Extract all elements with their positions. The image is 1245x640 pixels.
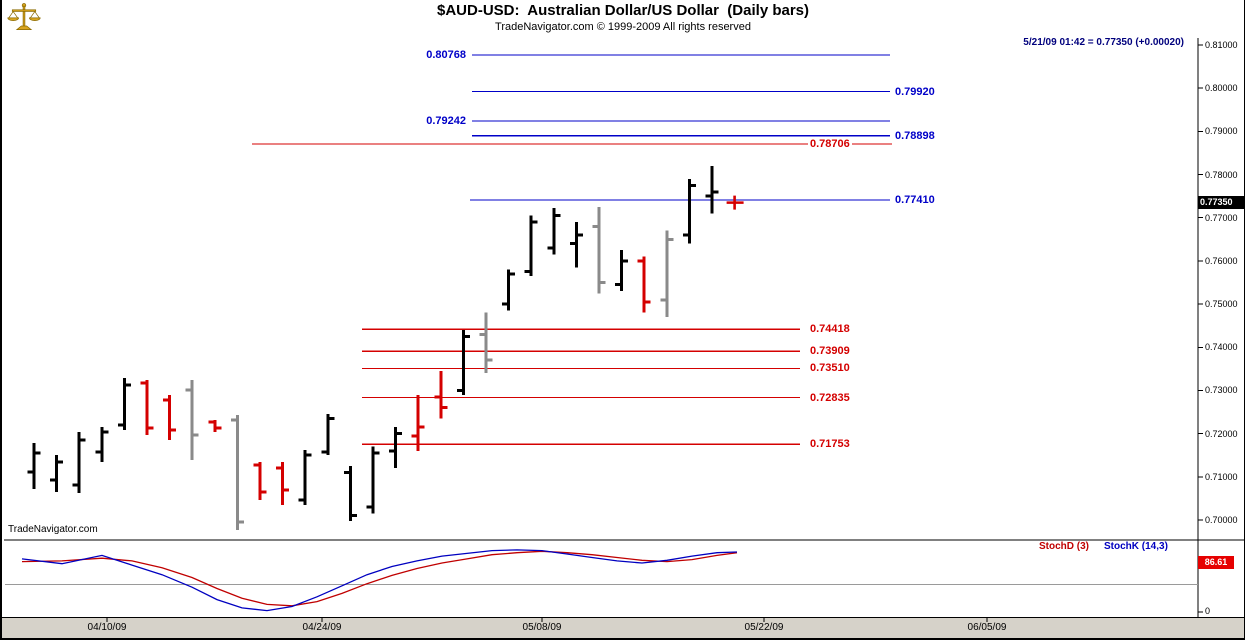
price-axis-label: 0.72000 [1205,428,1238,439]
price-axis-label: 0.81000 [1205,40,1238,50]
scales-icon [7,3,41,30]
price-axis-label: 0.71000 [1205,471,1238,482]
stoch-axis-zero-label: 0 [1205,606,1211,616]
date-axis-label: 04/10/09 [87,622,127,633]
price-axis-label: 0.80000 [1205,83,1238,94]
stoch-value-badge: 86.61 [1198,556,1234,569]
level-label-0.71753: 0.71753 [808,437,852,452]
price-axis-label: 0.74000 [1205,342,1238,353]
level-label-0.78898: 0.78898 [895,129,935,142]
stoch-d-line [21,550,738,607]
price-axis-label: 0.70000 [1205,514,1238,525]
level-label-0.72835: 0.72835 [808,390,852,405]
level-label-0.73909: 0.73909 [808,344,852,359]
quote-info: 5/21/09 01:42 = 0.77350 (+0.00020) [1023,37,1184,48]
watermark-text: TradeNavigator.com [8,524,98,535]
price-axis-label: 0.79000 [1205,126,1238,137]
level-label-0.74418: 0.74418 [808,322,852,337]
level-label-0.73510: 0.73510 [808,361,852,376]
date-axis-label: 05/08/09 [522,622,562,633]
level-label-0.79920: 0.79920 [895,85,935,98]
level-label-0.77410: 0.77410 [895,194,935,207]
price-axis-label: 0.76000 [1205,255,1238,266]
trade-navigator-logo [7,3,41,30]
current-price-badge: 0.77350 [1198,196,1244,209]
chart-title: $AUD-USD: Australian Dollar/US Dollar (D… [436,2,810,19]
stoch-d-legend[interactable]: StochD (3) [1039,541,1089,552]
date-axis-label: 05/22/09 [744,622,784,633]
level-label-0.79242: 0.79242 [426,114,466,127]
price-axis-label: 0.78000 [1205,169,1238,180]
date-axis [2,617,1244,638]
level-label-0.80768: 0.80768 [426,49,466,62]
stoch-k-legend[interactable]: StochK (14,3) [1104,541,1168,552]
date-axis-label: 06/05/09 [967,622,1007,633]
stoch-k-line [21,549,738,612]
price-axis-label: 0.73000 [1205,385,1238,396]
chart-subtitle: TradeNavigator.com © 1999-2009 All right… [495,21,751,33]
level-label-0.78706: 0.78706 [808,137,852,152]
price-axis-label: 0.75000 [1205,299,1238,310]
price-axis-label: 0.77000 [1205,212,1238,223]
date-axis-label: 04/24/09 [302,622,342,633]
